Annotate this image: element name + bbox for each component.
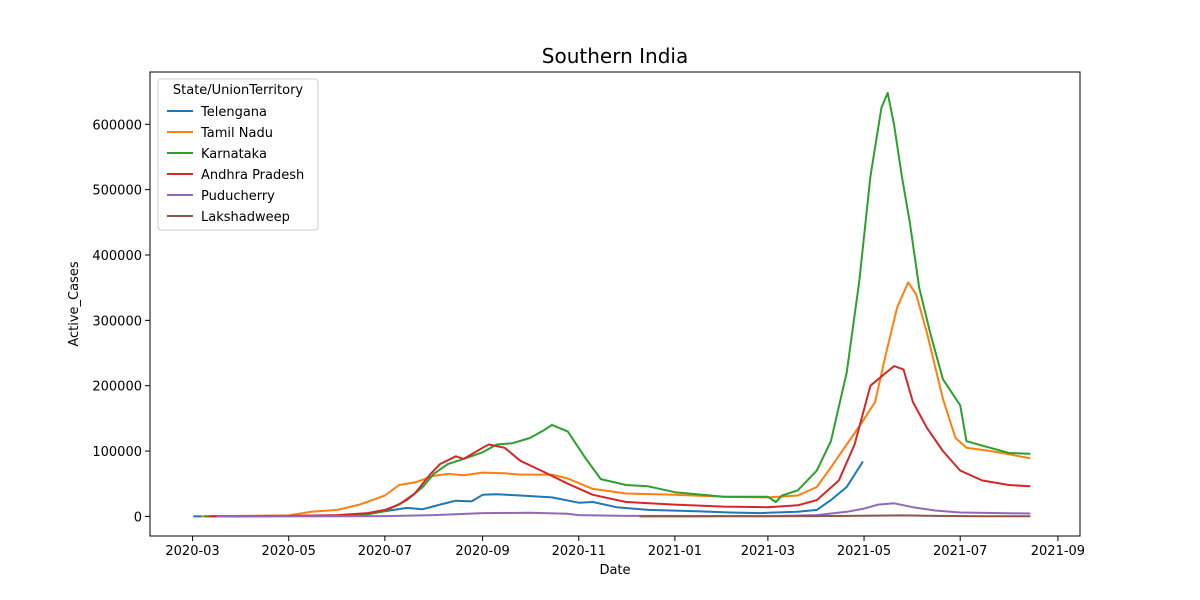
- y-tick-label: 400000: [92, 249, 142, 264]
- y-tick-label: 0: [134, 510, 142, 525]
- legend-label: Karnataka: [201, 147, 267, 162]
- x-tick-label: 2021-03: [741, 544, 795, 559]
- x-tick-label: 2020-05: [262, 544, 316, 559]
- y-axis-title: Active_Cases: [67, 261, 82, 347]
- series-line-karnataka: [204, 91, 1031, 518]
- legend-label: Andhra Pradesh: [201, 168, 304, 183]
- x-tick-label: 2020-11: [552, 544, 606, 559]
- series-layer: [193, 91, 1031, 518]
- x-tick-label: 2021-07: [933, 544, 987, 559]
- series-line-lakshadweep: [639, 514, 1031, 518]
- x-tick-label: 2021-09: [1031, 544, 1085, 559]
- y-tick-label: 500000: [92, 184, 142, 199]
- plot-frame: [149, 71, 1081, 537]
- x-axis-title: Date: [599, 563, 630, 578]
- legend-items: Telengana Tamil Nadu Karnataka Andhra Prade…: [167, 105, 304, 225]
- legend-box: [157, 78, 319, 231]
- y-tick-label: 300000: [92, 314, 142, 329]
- series-line-tamil-nadu: [201, 281, 1031, 518]
- y-axis: 0 100000 200000 300000 400000 500000 600000: [92, 118, 150, 525]
- legend: State/UnionTerritory Telengana Tamil Nadu…: [157, 78, 319, 231]
- x-tick-label: 2020-03: [165, 544, 219, 559]
- y-tick-label: 200000: [92, 380, 142, 395]
- series-line-telengana: [193, 461, 864, 518]
- legend-label: Lakshadweep: [201, 210, 290, 225]
- x-tick-label: 2020-07: [358, 544, 412, 559]
- x-tick-label: 2021-05: [837, 544, 891, 559]
- x-tick-label: 2020-09: [455, 544, 509, 559]
- x-axis: 2020-03 2020-05 2020-07 2020-09 2020-11 2021-…: [165, 536, 1085, 559]
- x-tick-label: 2021-01: [648, 544, 702, 559]
- legend-label: Puducherry: [201, 189, 275, 204]
- chart-title: Southern India: [542, 44, 688, 68]
- legend-label: Telengana: [200, 105, 267, 120]
- y-tick-label: 600000: [92, 118, 142, 133]
- legend-title: State/UnionTerritory: [173, 83, 304, 98]
- y-tick-label: 100000: [92, 445, 142, 460]
- legend-label: Tamil Nadu: [200, 126, 273, 141]
- series-line-andhra-pradesh: [208, 365, 1031, 518]
